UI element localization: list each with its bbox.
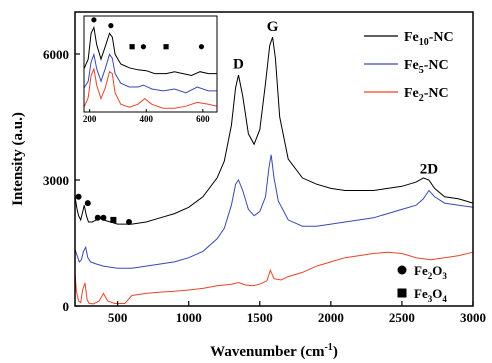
inset-x-tick-label: 200	[83, 114, 97, 124]
marker-legend-circle	[397, 265, 407, 275]
inset-frame	[83, 15, 218, 113]
legend-label-0: Fe10-NC	[404, 30, 454, 48]
series-line-0	[74, 37, 474, 225]
series-line-1	[74, 154, 474, 269]
series-line-2	[74, 251, 474, 305]
y-tick-label: 0	[63, 299, 70, 314]
inset-fe2o3-marker	[91, 17, 97, 23]
peak-label-g: G	[267, 19, 279, 35]
marker-legend-square	[397, 288, 407, 298]
y-tick-label: 6000	[43, 47, 69, 62]
legend: Fe10-NC Fe5-NC Fe2-NC	[364, 30, 454, 104]
inset-x-tick-label: 400	[140, 114, 154, 124]
x-tick-label: 2000	[318, 310, 344, 325]
inset-fe2o3-marker	[140, 44, 147, 50]
inset-fe3o4-marker	[163, 44, 169, 50]
main-plot: 500 1000 1500 2000 2500 3000 0 3000 6000 Wavenumb…	[10, 11, 486, 360]
fe3o4-marker	[110, 216, 117, 223]
inset-plot: 200 400 600	[83, 15, 218, 124]
fe2o3-marker	[94, 214, 101, 221]
x-tick-label: 1500	[247, 310, 273, 325]
y-tick-label: 3000	[43, 173, 69, 188]
x-tick-label: 500	[108, 310, 128, 325]
fe2o3-marker	[100, 214, 107, 221]
y-axis-label: Intensity (a.u.)	[10, 112, 26, 206]
marker-legend-label-1: Fe3O4	[414, 286, 447, 304]
marker-legend: Fe2O3 Fe3O4	[397, 263, 447, 304]
marker-legend-label-0: Fe2O3	[414, 263, 447, 281]
x-tick-label: 1000	[176, 310, 202, 325]
inset-fe2o3-marker	[198, 44, 205, 50]
inset-series-line-0	[83, 25, 217, 77]
fe2o3-marker	[75, 193, 82, 200]
inset-series-line-2	[83, 67, 218, 109]
inset-fe3o4-marker	[129, 44, 135, 50]
legend-label-2: Fe2-NC	[404, 86, 449, 104]
fe2o3-marker	[84, 200, 91, 207]
peak-label-2d: 2D	[420, 162, 439, 178]
inset-x-tick-label: 600	[196, 114, 210, 124]
inset-background	[84, 16, 217, 112]
legend-label-1: Fe5-NC	[404, 58, 449, 76]
x-axis-label: Wavenumber (cm-1)	[210, 342, 338, 360]
x-tick-label: 2500	[389, 310, 415, 325]
plot-frame	[74, 11, 474, 307]
peak-label-d: D	[233, 57, 244, 73]
inset-fe2o3-marker	[108, 23, 114, 29]
x-tick-label: 3000	[460, 310, 486, 325]
inset-series-line-1	[83, 52, 217, 94]
fe2o3-marker	[126, 219, 133, 225]
